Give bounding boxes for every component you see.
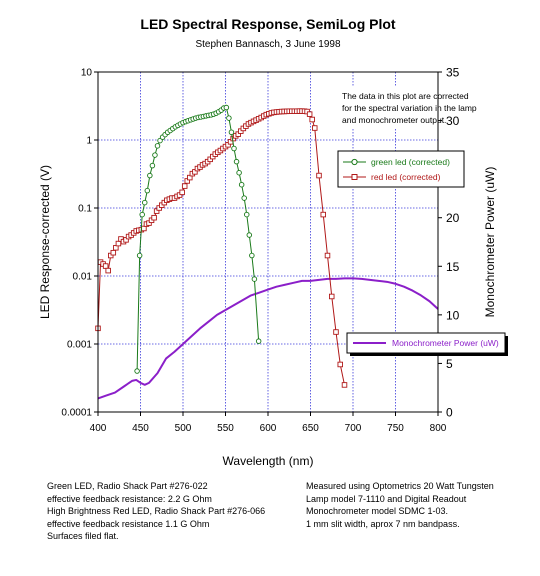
y2-tick-label: 20 — [446, 211, 460, 225]
plot-annotation: The data in this plot are corrected for … — [336, 86, 477, 129]
data-point — [316, 172, 322, 179]
note-line: Monochrometer model SDMC 1-03. — [306, 506, 449, 517]
notes-right: Measured using Optometrics 20 Watt Tungs… — [306, 480, 494, 530]
y2-tick-label: 10 — [446, 308, 460, 322]
x-tick-label: 700 — [345, 423, 362, 434]
x-tick-label: 450 — [132, 423, 149, 434]
data-point — [151, 214, 157, 221]
x-tick-label: 500 — [175, 423, 192, 434]
y2-axis-label: Monochrometer Power (uW) — [483, 167, 497, 318]
data-point — [179, 189, 185, 196]
data-point — [134, 368, 140, 374]
data-point — [226, 115, 232, 121]
series-0 — [134, 104, 262, 374]
note-line: effective feedback resistance: 2.2 G Ohm — [47, 493, 212, 504]
data-point — [223, 104, 230, 111]
data-point — [249, 252, 255, 259]
ticks: 400 450 500 550 600 650 700 750 800 0.0001 0.001 0.… — [61, 66, 459, 435]
note-line: Measured using Optometrics 20 Watt Tungs… — [306, 481, 494, 491]
data-point — [243, 211, 250, 218]
legend-red-marker — [351, 174, 358, 180]
y-tick-label: 1 — [86, 136, 92, 147]
y2-tick-label: 30 — [446, 114, 460, 128]
y-axis-label: LED Response-corrected (V) — [38, 165, 52, 319]
data-point — [312, 125, 318, 131]
legend-leds-box — [337, 150, 465, 188]
data-point — [147, 172, 153, 179]
y2-tick-label: 15 — [446, 260, 460, 274]
data-point — [139, 211, 145, 218]
note-line: Lamp model 7-1110 and Digital Readout — [306, 493, 467, 504]
data-point — [246, 232, 253, 238]
legend-monochrometer: Monochrometer Power (uW) — [346, 332, 508, 356]
annotation-line-2: for the spectral variation in the lamp — [342, 103, 477, 113]
x-tick-label: 600 — [260, 423, 277, 434]
note-line: Surfaces filed flat. — [47, 531, 119, 542]
y-tick-label: 0.001 — [67, 340, 92, 351]
annotation-line-3: and monochrometer output. — [342, 115, 446, 125]
data-point — [236, 169, 242, 176]
series-2 — [97, 277, 439, 400]
x-tick-label: 800 — [430, 423, 447, 434]
data-point — [255, 338, 262, 344]
data-point — [228, 129, 235, 136]
chart-title: LED Spectral Response, SemiLog Plot — [140, 16, 396, 32]
note-line: 1 mm slit width, aprox 7 nm bandpass. — [306, 518, 460, 529]
y2-tick-label: 0 — [446, 406, 453, 420]
y-tick-label: 0.01 — [73, 272, 93, 283]
y2-tick-label: 5 — [446, 357, 453, 371]
x-tick-label: 550 — [217, 423, 234, 434]
data-point — [306, 111, 313, 117]
x-tick-label: 650 — [302, 423, 319, 434]
data-point — [105, 267, 111, 274]
data-point — [320, 211, 327, 218]
data-point — [181, 183, 188, 189]
legend-red-label: red led (corrected) — [371, 172, 441, 182]
data-point — [152, 152, 158, 158]
data-point — [136, 252, 143, 259]
notes-left: Green LED, Radio Shack Part #276-022 eff… — [47, 480, 265, 543]
note-line: Green LED, Radio Shack Part #276-022 — [47, 481, 208, 491]
legend-mono-label: Monochrometer Power (uW) — [392, 338, 499, 348]
legend-mono-box — [346, 332, 506, 354]
data-point — [154, 143, 161, 149]
data-point — [231, 145, 237, 152]
data-point — [333, 329, 339, 335]
series-layer — [95, 104, 439, 400]
data-point — [341, 382, 348, 388]
legend-green-marker — [351, 158, 358, 166]
data-point — [324, 252, 331, 259]
x-tick-label: 400 — [90, 423, 107, 434]
data-point — [238, 181, 245, 188]
series-line — [97, 277, 439, 400]
legend-green-label: green led (corrected) — [371, 157, 450, 167]
annotation-background — [336, 86, 434, 129]
data-point — [337, 361, 344, 368]
y-tick-label: 0.0001 — [61, 408, 92, 419]
data-point — [141, 225, 147, 232]
y-tick-label: 0.1 — [78, 204, 92, 215]
note-line: High Brightness Red LED, Radio Shack Par… — [47, 506, 266, 517]
data-point — [309, 116, 315, 123]
data-point — [149, 162, 156, 169]
series-1 — [95, 108, 348, 388]
data-point — [233, 158, 240, 165]
data-point — [115, 240, 122, 247]
annotation-line-1: The data in this plot are corrected — [342, 91, 469, 101]
data-point — [110, 249, 117, 256]
y-tick-label: 10 — [81, 68, 93, 79]
data-point — [144, 187, 151, 194]
x-axis-label: Wavelength (nm) — [223, 454, 314, 468]
chart-subtitle: Stephen Bannasch, 3 June 1998 — [195, 39, 341, 50]
note-line: effective feedback resistance 1.1 G Ohm — [47, 518, 210, 529]
data-point — [251, 276, 258, 282]
y2-tick-label: 35 — [446, 66, 460, 80]
data-point — [102, 263, 109, 269]
data-point — [141, 199, 148, 206]
legend-leds: green led (corrected) red led (corrected… — [337, 150, 465, 188]
x-tick-label: 750 — [387, 423, 404, 434]
data-point — [241, 195, 247, 201]
data-point — [329, 293, 335, 300]
